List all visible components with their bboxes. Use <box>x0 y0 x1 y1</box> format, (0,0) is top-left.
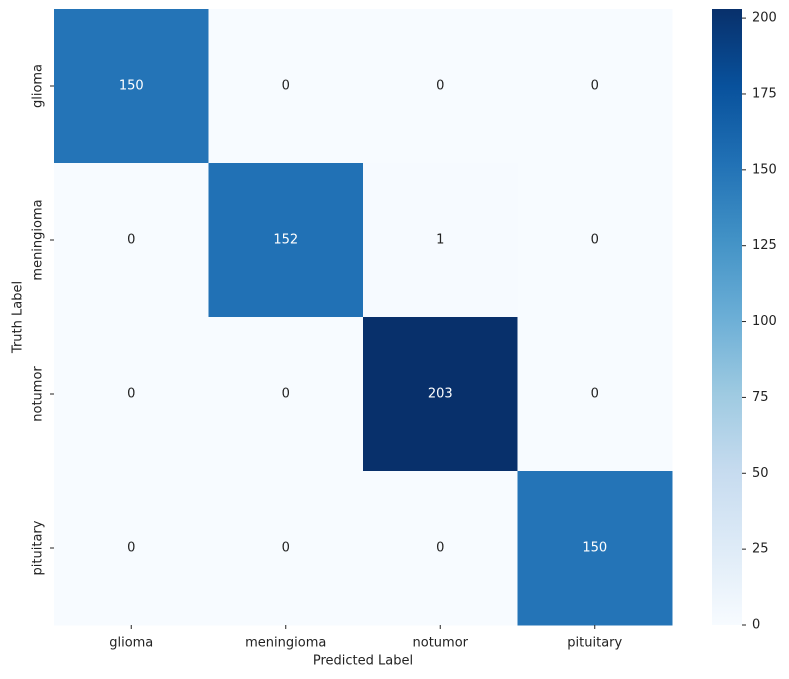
cell-label: 0 <box>282 79 290 94</box>
colorbar-tick-label: 0 <box>752 618 760 633</box>
x-tick-label: notumor <box>413 636 469 651</box>
colorbar-tick-label: 125 <box>752 238 777 253</box>
cell-label: 150 <box>119 79 144 94</box>
heatmap-cell <box>208 9 364 164</box>
colorbar-tick-label: 75 <box>752 390 769 405</box>
colorbar-tick-label: 25 <box>752 542 769 557</box>
heatmap-cell <box>363 163 518 318</box>
y-tick-label: glioma <box>31 64 46 108</box>
cell-label: 0 <box>282 387 290 402</box>
heatmap-cell <box>54 163 209 318</box>
cell-label: 152 <box>273 233 298 248</box>
cell-label: 1 <box>436 233 444 248</box>
cell-label: 0 <box>282 541 290 556</box>
heatmap-cell <box>517 9 673 164</box>
cell-label: 0 <box>436 541 444 556</box>
heatmap-cell <box>208 471 364 626</box>
x-axis-label: Predicted Label <box>313 654 413 669</box>
colorbar <box>712 9 742 625</box>
colorbar-tick-label: 175 <box>752 86 777 101</box>
cell-label: 150 <box>582 541 607 556</box>
cell-label: 0 <box>127 387 135 402</box>
x-tick-label: meningioma <box>245 636 326 651</box>
y-tick-label: pituitary <box>31 520 46 575</box>
heatmap-cell <box>54 317 209 472</box>
colorbar-tick-label: 200 <box>752 11 777 26</box>
y-axis-label: Truth Label <box>11 281 26 354</box>
colorbar-tick-label: 100 <box>752 314 777 329</box>
heatmap-cell <box>363 317 518 472</box>
heatmap-cell <box>54 9 209 164</box>
heatmap-cell <box>363 9 518 164</box>
cell-label: 0 <box>436 79 444 94</box>
colorbar-tick-label: 50 <box>752 466 769 481</box>
heatmap-cell <box>208 317 364 472</box>
heatmap-cell <box>208 163 364 318</box>
heatmap-cell <box>517 317 673 472</box>
heatmap-cell <box>517 471 673 626</box>
heatmap-cell <box>363 471 518 626</box>
colorbar-tick-label: 150 <box>752 162 777 177</box>
y-tick-label: notumor <box>31 366 46 422</box>
x-tick-label: pituitary <box>567 636 622 651</box>
cell-label: 0 <box>591 79 599 94</box>
cell-label: 0 <box>591 233 599 248</box>
heatmap-cell <box>517 163 673 318</box>
cell-label: 0 <box>127 541 135 556</box>
cell-label: 0 <box>127 233 135 248</box>
cell-label: 203 <box>428 387 453 402</box>
heatmap-cell <box>54 471 209 626</box>
x-tick-label: glioma <box>109 636 153 651</box>
y-tick-label: meningioma <box>31 199 46 280</box>
cell-label: 0 <box>591 387 599 402</box>
